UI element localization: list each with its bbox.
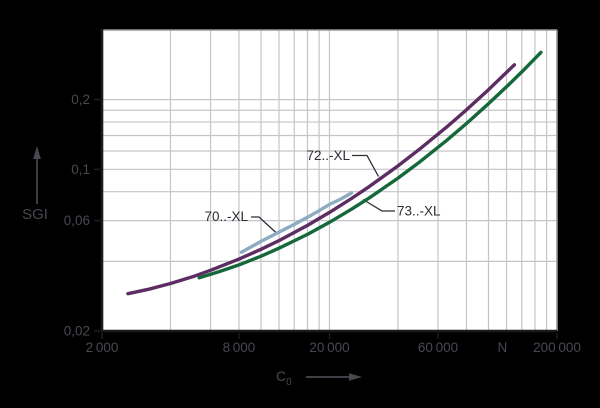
x-tick-label: 200 000 (533, 340, 581, 355)
x-tick-label: 2 000 (86, 340, 119, 355)
x-axis-unit-label: N (497, 340, 507, 355)
x-axis-title: C0 (276, 369, 292, 388)
curve-72..-XL (126, 63, 517, 296)
x-tick-label: 20 000 (309, 340, 349, 355)
curve-73..-XL (197, 50, 543, 280)
y-tick-label: 0,1 (71, 162, 90, 177)
x-axis-title-main: C (276, 368, 287, 384)
annotation-pointer (251, 216, 278, 234)
y-tick-label: 0,2 (71, 92, 90, 107)
x-tick-label: 60 000 (418, 340, 458, 355)
annotation-label-70..-XL: 70..-XL (204, 209, 248, 224)
x-axis-arrow-head (349, 373, 362, 381)
curve-70..-XL (239, 191, 354, 254)
x-tick-label: 8 000 (223, 340, 256, 355)
y-tick-label: 0,02 (64, 324, 90, 339)
y-tick-label: 0,06 (64, 213, 90, 228)
annotation-pointer (362, 198, 395, 212)
y-axis-arrow-head (33, 146, 41, 159)
annotation-label-72..-XL: 72..-XL (306, 148, 350, 163)
y-axis-title: SGI (22, 206, 48, 223)
x-axis-title-subscript: 0 (286, 376, 292, 388)
annotation-pointer (352, 154, 380, 177)
annotation-label-73..-XL: 73..-XL (397, 204, 441, 219)
